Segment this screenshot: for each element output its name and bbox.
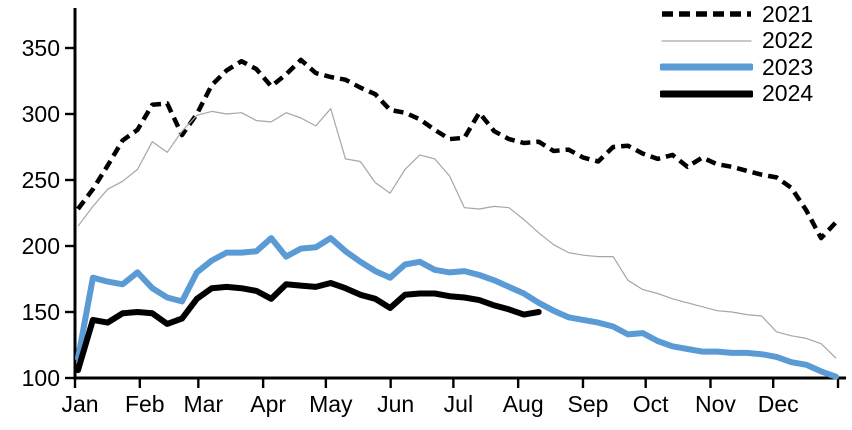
legend-line-sample: [660, 90, 753, 98]
series-line-2022: [77, 108, 837, 359]
y-tick-label: 250: [22, 167, 60, 193]
x-tick-label: Dec: [758, 391, 799, 417]
legend-item-2022: 2022: [660, 27, 814, 55]
x-tick-label: Oct: [633, 391, 669, 417]
x-tick-label: Jul: [444, 391, 473, 417]
y-tick-label: 350: [22, 35, 60, 61]
y-tick-label: 150: [22, 299, 60, 325]
legend-label: 2021: [762, 0, 814, 27]
legend-label: 2022: [762, 27, 814, 54]
x-tick-label: Feb: [125, 391, 165, 417]
x-tick-label: May: [309, 391, 353, 417]
x-tick-label: Apr: [250, 391, 286, 417]
x-tick-label: Jun: [377, 391, 414, 417]
chart-legend: 2021 2022 2023 2024: [660, 0, 814, 108]
y-tick-label: 100: [22, 365, 60, 391]
y-tick-label: 200: [22, 233, 60, 259]
series-line-2023: [75, 235, 839, 380]
x-tick-label: Sep: [568, 391, 609, 417]
legend-item-2023: 2023: [660, 53, 814, 81]
legend-item-2021: 2021: [660, 0, 814, 28]
legend-line-sample: [660, 63, 753, 71]
legend-line-sample: [662, 11, 751, 17]
legend-item-2024: 2024: [660, 80, 814, 108]
series-lines: [75, 57, 839, 380]
legend-label: 2023: [762, 53, 814, 80]
legend-label: 2024: [762, 80, 814, 107]
series-line-2021: [76, 57, 838, 241]
axes: 100 150 200 250 300 350 Jan Feb Mar Apr May Jun Jul A…: [22, 8, 846, 417]
x-tick-label: Nov: [695, 391, 736, 417]
x-tick-label: Mar: [184, 391, 224, 417]
legend-line-sample: [661, 40, 752, 42]
x-tick-label: Jan: [61, 391, 98, 417]
series-line-2024: [75, 280, 542, 374]
x-tick-label: Aug: [503, 391, 544, 417]
y-tick-label: 300: [22, 101, 60, 127]
